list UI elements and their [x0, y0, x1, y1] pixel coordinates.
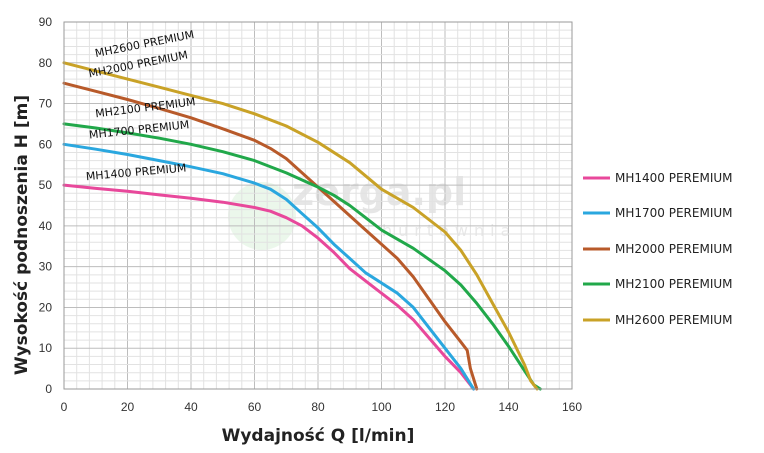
- y-tick-label: 80: [39, 56, 53, 70]
- legend-label: MH2100 PEREMIUM: [615, 277, 733, 291]
- series-line-mh2600: [62, 61, 539, 391]
- curve-label-mh2100: MH2100 PREMIUM: [95, 95, 197, 120]
- curve-label-mh1400: MH1400 PREMIUM: [85, 161, 187, 183]
- x-tick-label: 40: [184, 400, 198, 414]
- y-tick-label: 20: [39, 300, 53, 314]
- x-tick-label: 140: [498, 400, 518, 414]
- series-line-mh2000: [62, 81, 479, 391]
- x-tick-label: 0: [61, 400, 68, 414]
- curve-label-mh1700: MH1700 PREMIUM: [88, 118, 190, 141]
- y-tick-label: 70: [39, 97, 53, 111]
- x-tick-label: 120: [435, 400, 455, 414]
- series-line-mh1400: [62, 183, 476, 391]
- watermark-logo-icon: [228, 182, 296, 250]
- legend: MH1400 PEREMIUM MH1700 PEREMIUM MH2000 PER…: [583, 171, 733, 327]
- legend-label: MH2000 PEREMIUM: [615, 242, 733, 256]
- x-tick-label: 20: [121, 400, 135, 414]
- x-tick-label: 60: [248, 400, 262, 414]
- x-axis-title: Wydajność Q [l/min]: [222, 426, 415, 446]
- y-tick-label: 40: [39, 219, 53, 233]
- x-tick-label: 80: [311, 400, 325, 414]
- series-line-mh2100: [62, 122, 542, 391]
- y-tick-label: 10: [39, 341, 53, 355]
- chart-grid: [63, 21, 573, 390]
- x-tick-label: 100: [371, 400, 391, 414]
- y-tick-label: 50: [39, 178, 53, 192]
- chart-axes: 0 20 40 60 80 100 120 140 160 0 10 20 30 40 50 60 70 80 90: [39, 15, 583, 414]
- series-line-mh1700: [62, 142, 476, 391]
- y-tick-label: 0: [45, 382, 52, 396]
- plot-area-border: [63, 21, 573, 390]
- x-tick-label: 160: [562, 400, 582, 414]
- y-tick-label: 60: [39, 137, 53, 151]
- y-tick-label: 90: [39, 15, 53, 29]
- y-axis-title: Wysokość podnoszenia H [m]: [12, 95, 32, 375]
- legend-label: MH2600 PEREMIUM: [615, 313, 733, 327]
- y-tick-label: 30: [39, 260, 53, 274]
- chart-series: [62, 61, 542, 391]
- legend-label: MH1700 PEREMIUM: [615, 206, 733, 220]
- legend-label: MH1400 PEREMIUM: [615, 171, 733, 185]
